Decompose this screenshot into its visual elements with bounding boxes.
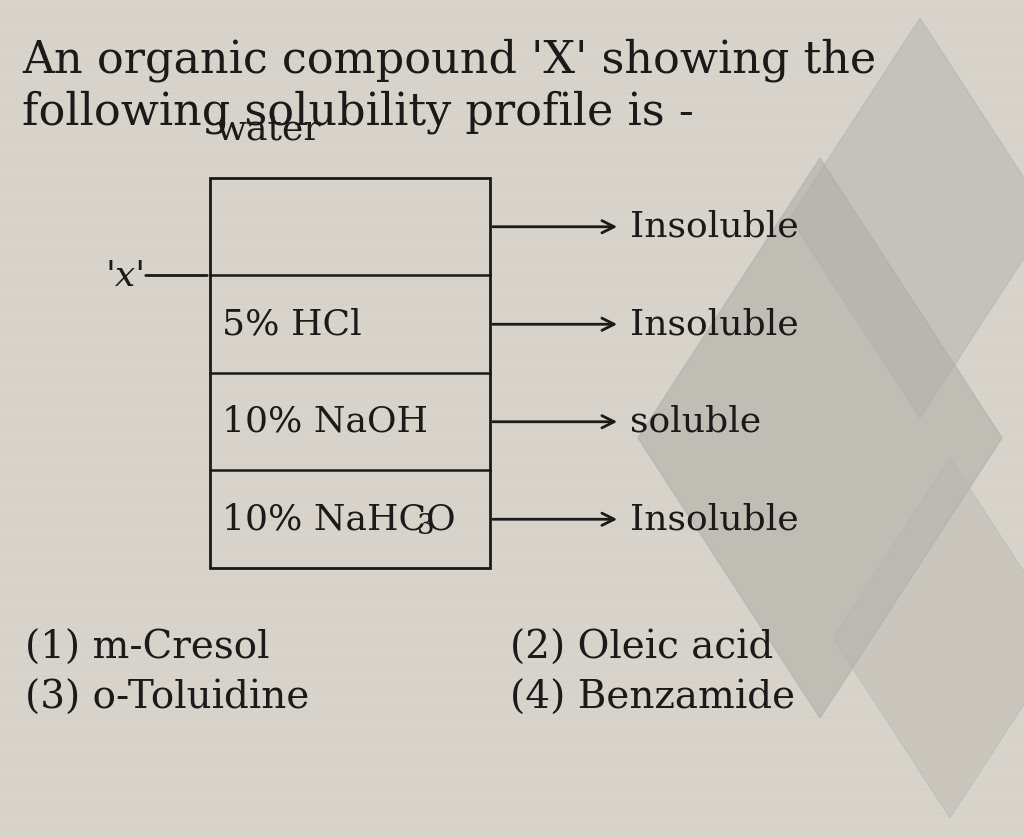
Text: (1) m-Cresol: (1) m-Cresol <box>25 629 269 666</box>
Text: 3: 3 <box>417 513 434 540</box>
Polygon shape <box>833 458 1024 818</box>
Text: water: water <box>215 112 321 146</box>
Bar <box>210 178 490 568</box>
Text: Insoluble: Insoluble <box>630 308 799 341</box>
Text: following solubility profile is -: following solubility profile is - <box>22 90 694 134</box>
Text: soluble: soluble <box>630 405 761 439</box>
Polygon shape <box>790 18 1024 418</box>
Text: 10% NaHCO: 10% NaHCO <box>222 502 456 536</box>
Text: 5% HCl: 5% HCl <box>222 308 361 341</box>
Text: Insoluble: Insoluble <box>630 502 799 536</box>
Polygon shape <box>638 158 1002 718</box>
Text: Insoluble: Insoluble <box>630 210 799 244</box>
Text: (2) Oleic acid: (2) Oleic acid <box>510 629 773 666</box>
Text: An organic compound 'X' showing the: An organic compound 'X' showing the <box>22 38 877 81</box>
Text: (3) o-Toluidine: (3) o-Toluidine <box>25 680 309 716</box>
Text: 10% NaOH: 10% NaOH <box>222 405 428 439</box>
Text: (4) Benzamide: (4) Benzamide <box>510 680 795 716</box>
Text: 'x': 'x' <box>105 258 145 292</box>
